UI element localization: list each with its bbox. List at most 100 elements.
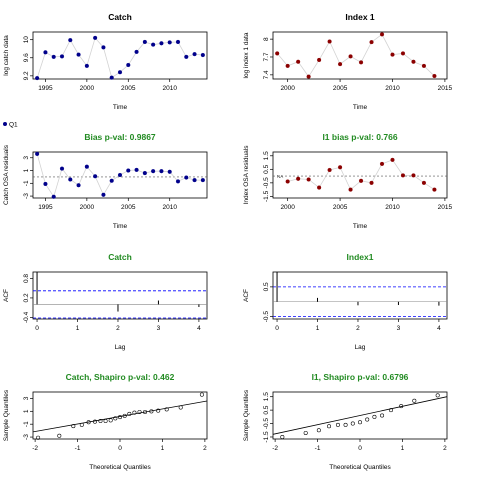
- catch-acf-xtick-label: 1: [76, 325, 80, 332]
- catch-qq-xtick-label: 0: [118, 445, 122, 452]
- index-qq-point: [335, 422, 340, 427]
- index-qq-point: [303, 430, 308, 435]
- catch-acf-ytick-label: -0.4: [23, 311, 30, 323]
- index-qq-point: [357, 420, 362, 425]
- catch-residuals-point: [175, 179, 181, 184]
- index-residuals-ylabel: Index OSA residuals: [243, 145, 250, 205]
- index-residuals-ytick-label: 1.5: [263, 151, 270, 160]
- catch-series-point: [35, 76, 40, 81]
- catch-series-point: [51, 54, 56, 59]
- index-series-point: [338, 62, 343, 67]
- index-acf-xtick-label: 1: [316, 325, 320, 332]
- catch-qq-point: [118, 415, 123, 420]
- catch-series-point: [192, 52, 197, 57]
- catch-series-frame: [32, 31, 208, 80]
- catch-qq-point: [92, 419, 97, 424]
- index-acf-xtick-label: 3: [397, 325, 401, 332]
- catch-qq-title: Catch, Shapiro p-val: 0.462: [66, 372, 175, 382]
- catch-qq-point: [79, 422, 84, 427]
- index-residuals-frame: [272, 151, 448, 199]
- catch-acf-panel: Catch 0 1 2 3 4 -0.4 0.2 0.8 Lag ACF: [3, 252, 208, 351]
- index-qq-point: [388, 408, 393, 413]
- catch-series-xtick-label: 2005: [121, 85, 136, 92]
- catch-qq-qq-line: [32, 400, 208, 433]
- index-series-ylabel: log index 1 data: [243, 32, 250, 78]
- index-qq-point: [380, 413, 385, 418]
- index-series-line: [276, 33, 435, 78]
- catch-series-ylabel: log catch data: [3, 35, 10, 76]
- index-series-point: [411, 59, 416, 64]
- catch-residuals-point: [35, 151, 40, 156]
- index-qq-xtick-label: 0: [358, 445, 362, 452]
- catch-series-title: Catch: [108, 12, 132, 22]
- index-series-ytick-label: 8: [263, 37, 270, 41]
- index-qq-panel: I1, Shapiro p-val: 0.6796 -2 -1 0 1 2 -1.5-0.5…: [243, 372, 448, 471]
- catch-qq-point: [36, 435, 41, 440]
- index-series-frame: [272, 31, 448, 80]
- catch-qq-point: [156, 408, 161, 413]
- catch-qq-point: [164, 407, 169, 412]
- index-residuals-point: [421, 180, 426, 185]
- index-series-point: [327, 39, 332, 44]
- catch-qq-point: [149, 409, 154, 414]
- catch-residuals-point: [117, 172, 123, 178]
- index-qq-point: [435, 393, 440, 398]
- catch-residuals-xtick-label: 2005: [121, 204, 136, 211]
- catch-series-point: [184, 54, 189, 59]
- catch-qq-xlabel: Theoretical Quantiles: [89, 464, 151, 471]
- catch-series-xtick-label: 1995: [38, 85, 53, 92]
- catch-acf-xtick-label: 3: [157, 325, 161, 332]
- index-acf-xtick-label: 2: [356, 325, 360, 332]
- catch-qq-point: [103, 418, 108, 423]
- index-acf-ytick-label: 0.5: [263, 282, 270, 291]
- catch-residuals-title: Bias p-val: 0.9867: [84, 132, 156, 142]
- catch-series-point: [117, 70, 123, 75]
- catch-series-point: [93, 35, 98, 40]
- index-qq-ytick-label: 1.5: [263, 392, 270, 401]
- catch-series-ytick-label: 10: [23, 36, 30, 44]
- index-residuals-ytick-label: 0.5: [263, 164, 270, 173]
- catch-acf-ytick-label: 0.2: [23, 293, 30, 302]
- index-residuals-title: I1 bias p-val: 0.766: [322, 132, 397, 142]
- index-series-ytick-label: 7.4: [263, 70, 270, 79]
- index-qq-ytick-label: -1.5: [263, 431, 270, 443]
- catch-residuals-point: [151, 169, 156, 174]
- index-series-point: [317, 57, 322, 63]
- index-acf-panel: Index1 0 1 2 3 4 -0.5 0.5 Lag ACF: [243, 252, 448, 351]
- index-qq-point: [327, 424, 332, 429]
- catch-qq-ylabel: Sample Quantiles: [3, 389, 10, 441]
- catch-series-point: [151, 42, 156, 47]
- catch-residuals-point: [200, 178, 205, 183]
- index-qq-xtick-label: 1: [401, 445, 405, 452]
- catch-qq-point: [98, 418, 103, 423]
- catch-qq-xtick-label: 1: [161, 445, 165, 452]
- index-series-point: [306, 74, 311, 79]
- catch-residuals-xtick-label: 2010: [162, 204, 177, 211]
- catch-series-point: [167, 40, 172, 45]
- catch-acf-xtick-label: 2: [116, 325, 120, 332]
- catch-series-point: [76, 52, 81, 57]
- catch-series-point: [126, 62, 131, 68]
- catch-series-point: [109, 75, 114, 80]
- index-qq-ytick-label: 0.5: [263, 405, 270, 414]
- catch-qq-point: [71, 424, 76, 429]
- index-qq-title: I1, Shapiro p-val: 0.6796: [312, 372, 409, 382]
- index-series-ytick-label: 7.7: [263, 52, 270, 61]
- index-series-point: [400, 51, 406, 56]
- catch-residuals-xtick-label: 1995: [38, 204, 53, 211]
- index-series-point: [421, 63, 426, 68]
- catch-residuals-point: [159, 169, 164, 174]
- catch-residuals-xtick-label: 2000: [80, 204, 95, 211]
- catch-series-xtick-label: 2000: [80, 85, 95, 92]
- catch-qq-ytick-label: -1: [23, 421, 30, 427]
- catch-residuals-point: [93, 174, 98, 179]
- catch-qq-ytick-label: 3: [23, 396, 30, 400]
- index-acf-xtick-label: 4: [437, 325, 441, 332]
- catch-qq-point: [178, 405, 183, 410]
- index-acf-frame: [272, 271, 448, 320]
- catch-residuals-point: [76, 183, 81, 188]
- index-qq-point: [365, 417, 370, 422]
- index-qq-xtick-label: -2: [272, 445, 278, 452]
- catch-residuals-point: [84, 164, 89, 169]
- index-residuals-point: [358, 178, 364, 183]
